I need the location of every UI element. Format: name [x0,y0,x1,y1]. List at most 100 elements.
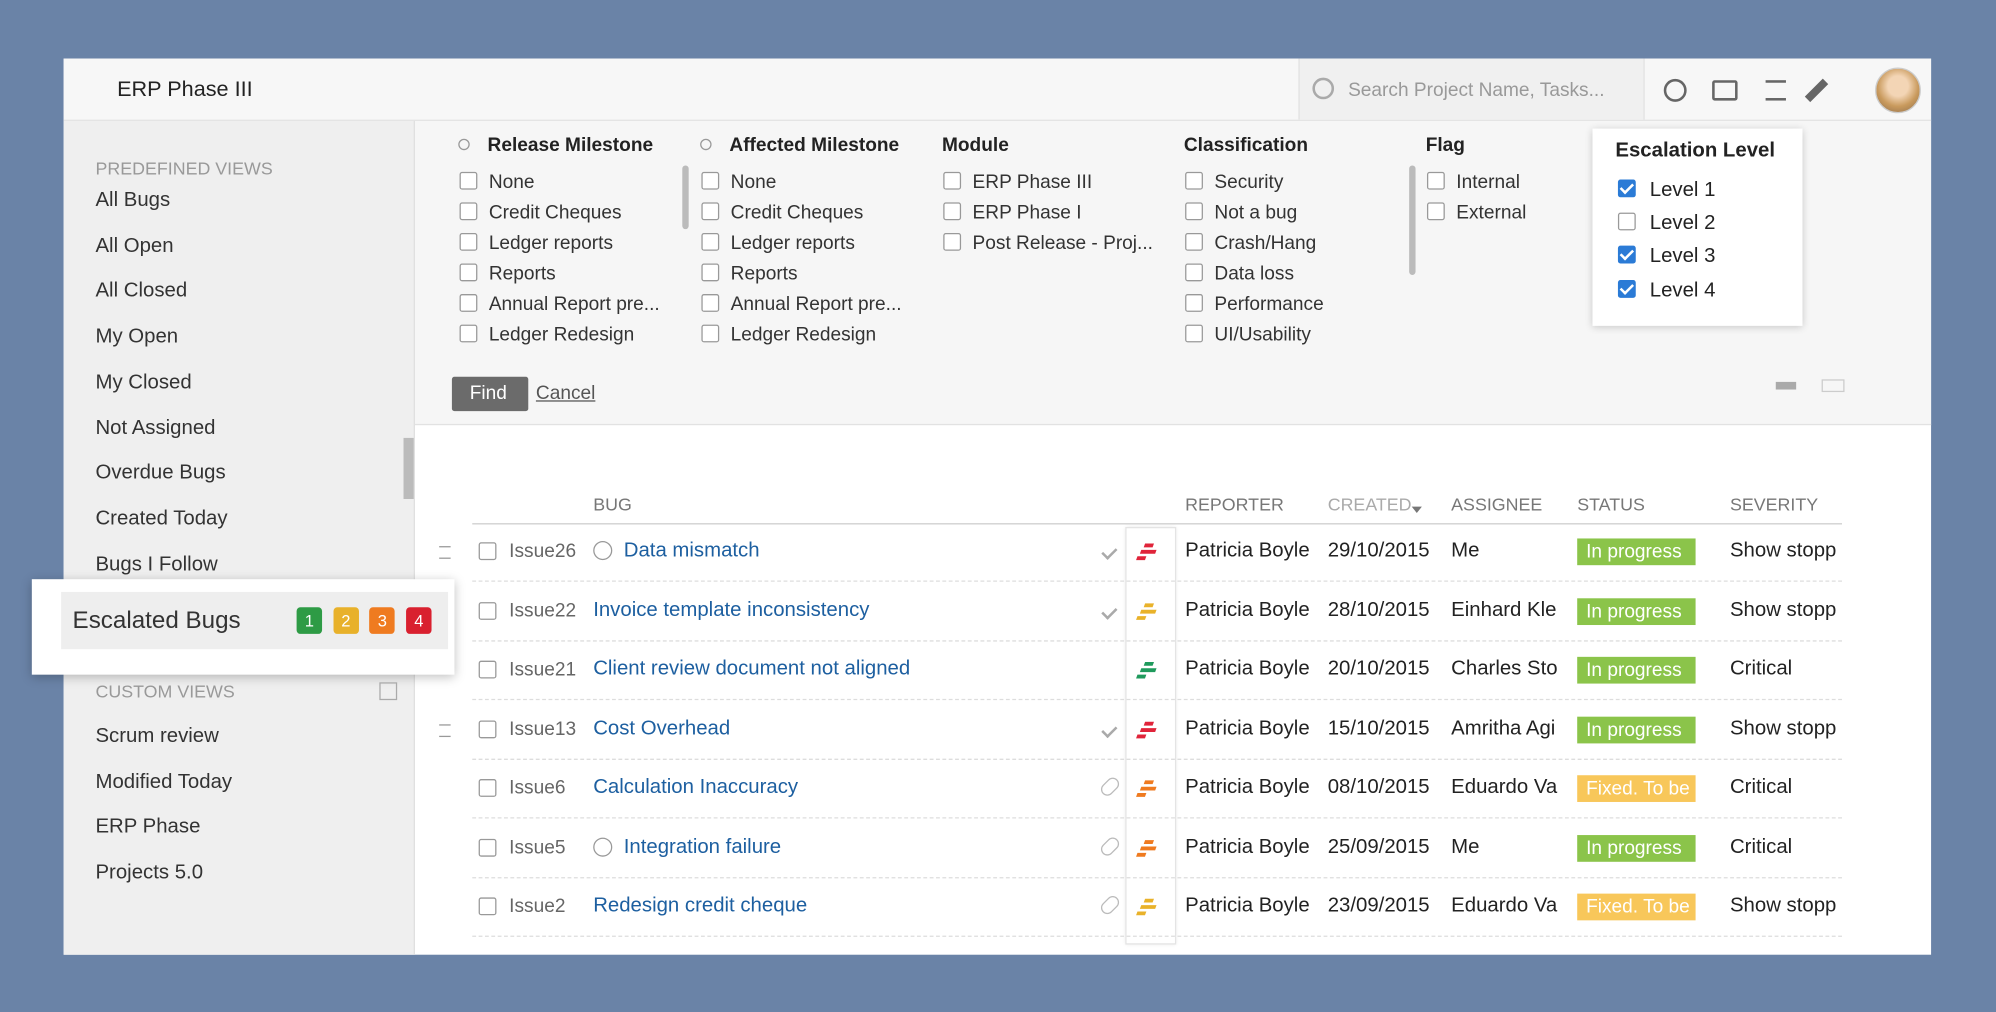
checkbox[interactable] [1185,294,1203,312]
filter-search-icon[interactable] [458,138,470,151]
checkbox[interactable] [478,660,497,679]
view-link[interactable]: Overdue Bugs [95,462,226,484]
escalation-option[interactable]: Level 4 [1649,279,1716,302]
checkbox[interactable] [459,171,478,190]
checkbox[interactable] [1617,279,1636,298]
bug-title[interactable]: Cost Overhead [593,717,731,739]
checkbox[interactable] [478,601,497,620]
view-link[interactable]: ERP Phase [95,816,201,839]
view-link[interactable]: Projects 5.0 [95,861,204,884]
filter-option[interactable]: Security [1214,171,1284,193]
view-link[interactable]: All Open [95,235,174,257]
filter-option[interactable]: Data loss [1214,262,1295,285]
checkbox[interactable] [1617,179,1636,198]
bug-title[interactable]: Data mismatch [623,539,760,562]
checkbox[interactable] [478,897,497,916]
filter-option[interactable]: External [1456,201,1527,224]
view-link[interactable]: Not Assigned [95,416,216,439]
checkbox[interactable] [1617,212,1636,231]
checkbox[interactable] [701,232,720,251]
checkbox[interactable] [459,232,478,251]
bug-title[interactable]: Invoice template inconsistency [593,598,870,621]
checkbox[interactable] [459,202,478,221]
column-header[interactable]: CREATED [1327,493,1412,515]
avatar[interactable] [1875,67,1921,114]
checkbox[interactable] [943,171,962,190]
level-badge[interactable]: 3 [369,607,396,634]
add-view-button[interactable] [379,682,398,701]
cancel-link[interactable]: Cancel [535,382,596,405]
filter-option[interactable]: ERP Phase III [972,171,1093,193]
checkbox[interactable] [701,263,720,282]
checkbox[interactable] [701,171,720,190]
back-arrow[interactable] [1775,381,1797,390]
level-badge[interactable]: 1 [296,607,323,634]
sort-arrow[interactable] [1411,506,1422,514]
filter-option[interactable]: Annual Report pre... [488,293,660,316]
view-link[interactable]: Modified Today [95,771,233,793]
find-button[interactable] [451,376,529,412]
timer-icon[interactable] [1663,78,1687,102]
filter-option[interactable]: Ledger reports [488,232,614,254]
bug-title[interactable]: Integration failure [623,835,782,858]
view-link[interactable]: Bugs I Follow [95,553,218,575]
checkbox[interactable] [459,263,478,282]
view-link[interactable]: Created Today [95,507,228,530]
filter-option[interactable]: Ledger reports [730,232,855,254]
checkbox[interactable] [1185,263,1203,282]
filter-option[interactable]: None [488,171,535,193]
view-link[interactable]: All Bugs [95,189,171,212]
checkbox[interactable] [478,838,497,857]
checkbox[interactable] [478,542,497,561]
filter-option[interactable]: Ledger Redesign [488,323,635,346]
escalation-option[interactable]: Level 3 [1649,246,1716,268]
checkbox[interactable] [1185,232,1203,251]
drag-handle[interactable] [439,723,451,737]
escalation-option[interactable]: Level 2 [1649,212,1716,235]
forward-arrow[interactable] [1821,379,1845,393]
checkbox[interactable] [459,324,478,343]
drag-handle[interactable] [439,546,451,559]
checkbox[interactable] [701,294,720,312]
view-link[interactable]: My Open [95,325,179,348]
filter-option[interactable]: Reports [488,262,556,285]
filter-option[interactable]: Ledger Redesign [730,323,877,346]
escalation-option[interactable]: Level 1 [1649,179,1716,202]
bug-title[interactable]: Calculation Inaccuracy [593,776,799,799]
checkbox[interactable] [1617,246,1636,264]
view-link[interactable]: Scrum review [95,725,219,748]
level-badge[interactable]: 2 [333,607,359,634]
filter-option[interactable]: Crash/Hang [1214,232,1317,254]
escalated-label[interactable]: Escalated Bugs [72,607,241,635]
view-link[interactable]: My Closed [95,371,192,394]
list-icon[interactable] [1765,80,1786,101]
checkbox[interactable] [943,232,962,251]
bug-title[interactable]: Client review document not aligned [593,658,911,680]
filter-option[interactable]: Performance [1214,293,1324,316]
filter-option[interactable]: UI/Usability [1214,323,1311,346]
checkbox[interactable] [478,779,497,797]
search-placeholder[interactable]: Search Project Name, Tasks... [1348,79,1605,102]
bug-title[interactable]: Redesign credit cheque [593,894,808,917]
level-badge[interactable]: 4 [406,607,432,634]
collapse-handle[interactable] [403,437,414,499]
filter-option[interactable]: Not a bug [1214,201,1298,224]
filter-option[interactable]: ERP Phase I [972,201,1082,224]
checkbox[interactable] [701,202,720,221]
checkbox[interactable] [1426,171,1445,190]
checkbox[interactable] [478,719,497,738]
filter-option[interactable]: Internal [1456,171,1520,193]
filter-option[interactable]: Post Release - Proj... [972,232,1153,254]
checkbox[interactable] [1426,202,1445,221]
filter-option[interactable]: Annual Report pre... [730,293,902,316]
filter-option[interactable]: None [730,171,777,193]
checkbox[interactable] [1185,202,1203,221]
view-link[interactable]: All Closed [95,280,188,303]
filter-option[interactable]: Reports [730,262,798,285]
checkbox[interactable] [943,202,962,221]
checkbox[interactable] [1185,324,1203,343]
search-box[interactable] [1298,58,1645,120]
print-icon[interactable] [1712,80,1738,101]
checkbox[interactable] [701,324,720,343]
find-label[interactable]: Find [469,382,507,405]
